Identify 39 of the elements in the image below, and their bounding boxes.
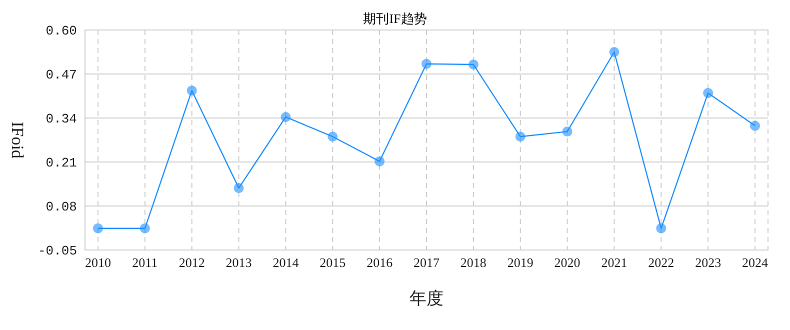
x-axis-title: 年度 bbox=[410, 289, 444, 308]
point bbox=[515, 132, 526, 142]
point bbox=[280, 112, 291, 122]
x-tick-label: 2022 bbox=[648, 255, 674, 270]
point bbox=[328, 132, 338, 142]
x-tick-label: 2023 bbox=[695, 255, 722, 270]
x-tick-label: 2018 bbox=[460, 255, 486, 270]
x-tick-label: 2011 bbox=[132, 255, 158, 270]
x-tick-label: 2019 bbox=[507, 255, 534, 270]
point bbox=[656, 223, 666, 234]
x-tick-label: 2014 bbox=[272, 255, 300, 270]
point bbox=[140, 223, 150, 234]
point bbox=[750, 120, 760, 131]
y-tick-label: 0.47 bbox=[46, 68, 77, 83]
point bbox=[234, 183, 244, 194]
x-tick-label: 2017 bbox=[414, 255, 440, 270]
point bbox=[703, 88, 714, 98]
y-tick-label: 0.34 bbox=[46, 112, 78, 127]
point bbox=[562, 126, 572, 137]
chart-title: 期刊IF趋势 bbox=[363, 11, 427, 26]
x-tick-label: 2021 bbox=[601, 255, 628, 270]
y-axis-title: IFoid bbox=[8, 122, 27, 159]
y-tick-label: -0.05 bbox=[38, 244, 77, 259]
x-tick-label: 2012 bbox=[178, 255, 205, 270]
y-tick-label: 0.21 bbox=[46, 156, 78, 171]
x-tick-label: 2015 bbox=[320, 255, 346, 270]
x-tick-label: 2016 bbox=[366, 255, 394, 270]
x-tick-label: 2010 bbox=[85, 255, 111, 270]
point bbox=[609, 47, 620, 57]
y-tick-label: 0.60 bbox=[46, 24, 77, 39]
point bbox=[374, 156, 385, 166]
x-tick-label: 2020 bbox=[554, 255, 580, 270]
x-tick-label: 2013 bbox=[226, 255, 252, 270]
x-tick-label: 2024 bbox=[742, 255, 768, 270]
point bbox=[468, 60, 478, 70]
point bbox=[422, 58, 432, 69]
y-tick-label: 0.08 bbox=[46, 200, 77, 215]
point bbox=[186, 86, 197, 96]
point bbox=[93, 223, 103, 234]
